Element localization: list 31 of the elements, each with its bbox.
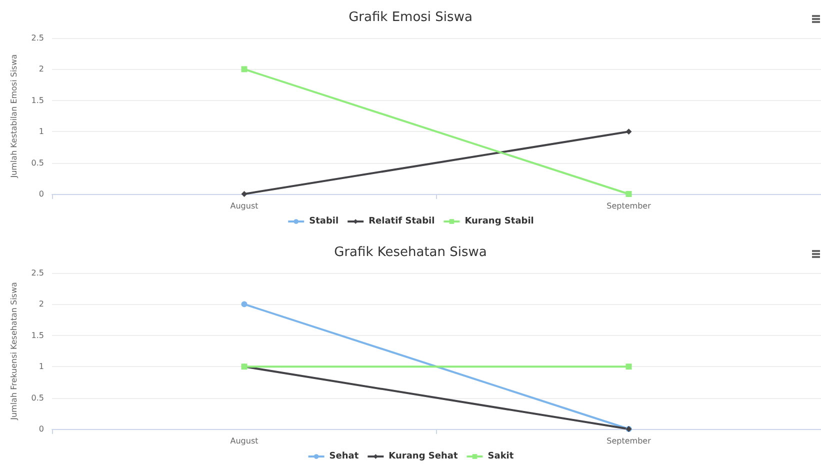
legend-label: Sehat (329, 452, 360, 462)
point (626, 364, 632, 370)
x-tick-label: September (606, 436, 652, 446)
point (241, 66, 248, 72)
chart-title: Grafik Kesehatan Siswa (334, 245, 487, 260)
y-tick-label: 0.5 (31, 393, 44, 402)
legend-label: Sakit (488, 452, 514, 462)
y-tick-label: 1.5 (31, 96, 44, 105)
y-tick-label: 2.5 (31, 268, 44, 278)
point (241, 191, 248, 197)
x-tick-label: August (230, 436, 258, 446)
point (241, 301, 248, 308)
y-tick-label: 0 (38, 190, 44, 198)
y-tick-label: 2.5 (31, 34, 44, 42)
y-tick-label: 2 (38, 64, 44, 74)
chart-title: Grafik Emosi Siswa (348, 10, 472, 25)
legend-label: Kurang Sehat (388, 452, 458, 462)
legend-label: Relatif Stabil (368, 216, 435, 226)
point (626, 191, 632, 197)
y-tick-label: 0 (38, 424, 44, 434)
y-tick-label: 1.5 (31, 330, 44, 340)
y-tick-label: 2 (38, 300, 44, 309)
x-tick-label: August (230, 202, 258, 210)
y-tick-label: 1 (38, 127, 44, 136)
y-axis-title: Jumlah Kestabilan Emosi Siswa (10, 54, 18, 179)
y-tick-label: 0.5 (31, 158, 44, 168)
y-axis-title: Jumlah Frekuensi Kesehatan Siswa (10, 282, 18, 421)
x-tick-label: September (606, 202, 652, 210)
legend-label: Stabil (309, 216, 339, 226)
y-tick-label: 1 (38, 362, 44, 372)
legend-label: Kurang Stabil (464, 216, 534, 226)
